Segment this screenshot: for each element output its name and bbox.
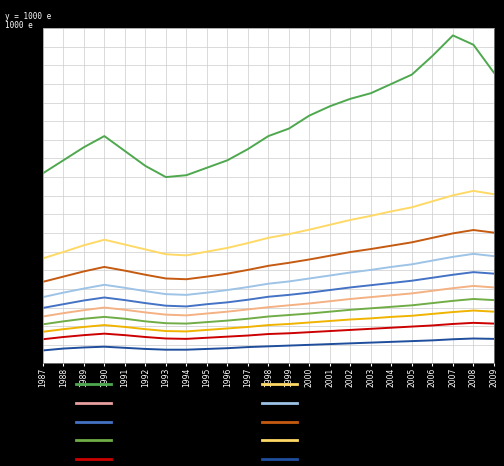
Text: 1000 e: 1000 e (5, 21, 33, 30)
Text: y = 1000 e: y = 1000 e (5, 12, 51, 21)
